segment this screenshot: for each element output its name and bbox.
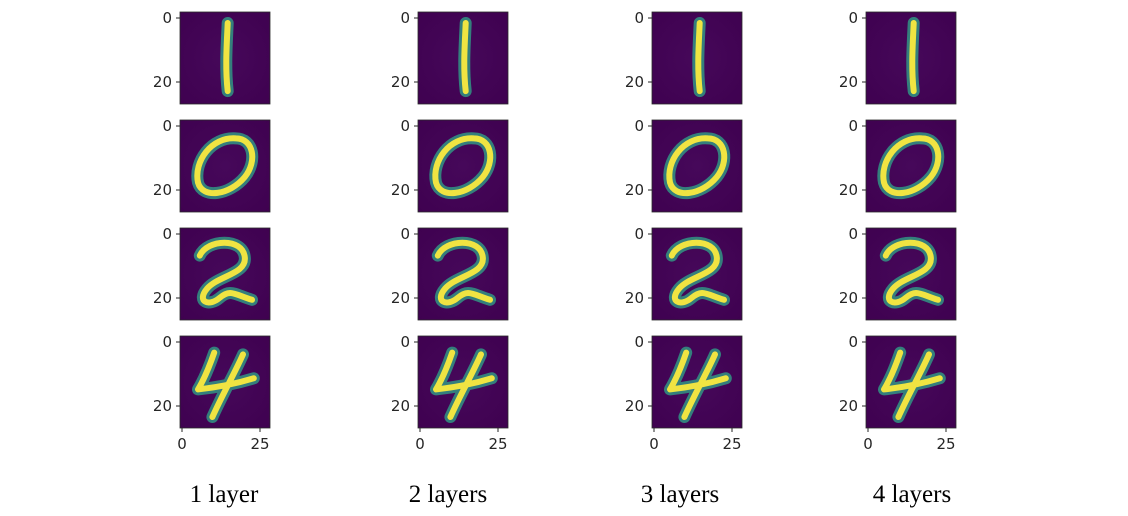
digit-0 xyxy=(432,135,494,197)
digit-4 xyxy=(881,349,943,420)
panel-1-col4: 0 20 xyxy=(839,9,957,105)
panel-1-col1: 0 20 xyxy=(153,9,271,105)
digit-2 xyxy=(196,239,255,306)
y-tick-label: 20 xyxy=(153,181,172,199)
panel-1-col3: 0 20 xyxy=(625,9,743,105)
y-tick-label: 20 xyxy=(625,289,644,307)
y-tick-label: 0 xyxy=(848,333,858,351)
y-tick-label: 0 xyxy=(162,9,172,27)
y-tick-label: 0 xyxy=(400,117,410,135)
digit-1 xyxy=(909,20,917,95)
x-tick-label: 25 xyxy=(488,435,507,453)
panel-4-col3: 0 20 0 25 xyxy=(625,333,743,453)
y-tick-label: 20 xyxy=(839,181,858,199)
y-tick-label: 0 xyxy=(634,225,644,243)
y-tick-label: 0 xyxy=(634,333,644,351)
digit-4 xyxy=(195,349,257,420)
digit-2 xyxy=(668,239,727,306)
x-tick-label: 25 xyxy=(936,435,955,453)
y-tick-label: 0 xyxy=(400,9,410,27)
y-tick-label: 0 xyxy=(400,225,410,243)
caption-1-layer: 1 layer xyxy=(190,481,259,508)
y-tick-label: 0 xyxy=(634,117,644,135)
digit-0 xyxy=(194,135,256,197)
y-tick-label: 0 xyxy=(400,333,410,351)
digit-2 xyxy=(882,239,941,306)
y-tick-label: 0 xyxy=(634,9,644,27)
x-tick-label: 0 xyxy=(649,435,659,453)
digit-2 xyxy=(434,239,493,306)
panel-2-col3: 0 20 xyxy=(625,225,743,321)
caption-2-layers: 2 layers xyxy=(409,481,487,508)
panel-0-col4: 0 20 xyxy=(839,117,957,213)
y-tick-label: 0 xyxy=(848,225,858,243)
y-tick-label: 20 xyxy=(839,289,858,307)
x-tick-label: 25 xyxy=(722,435,741,453)
y-tick-label: 20 xyxy=(153,73,172,91)
panel-1-col2: 0 20 xyxy=(391,9,509,105)
y-tick-label: 0 xyxy=(162,333,172,351)
y-tick-label: 0 xyxy=(848,9,858,27)
digit-1 xyxy=(695,20,703,95)
panel-2-col4: 0 20 xyxy=(839,225,957,321)
digit-4 xyxy=(667,349,729,420)
y-tick-label: 0 xyxy=(162,225,172,243)
y-tick-label: 0 xyxy=(848,117,858,135)
y-tick-label: 20 xyxy=(391,73,410,91)
panel-4-col2: 0 20 0 25 xyxy=(391,333,509,453)
digit-1 xyxy=(223,20,231,95)
y-tick-label: 20 xyxy=(625,73,644,91)
panel-0-col1: 0 20 xyxy=(153,117,271,213)
y-tick-label: 20 xyxy=(391,397,410,415)
caption-4-layers: 4 layers xyxy=(873,481,951,508)
y-tick-label: 20 xyxy=(153,397,172,415)
x-tick-label: 0 xyxy=(863,435,873,453)
y-tick-label: 20 xyxy=(625,181,644,199)
y-tick-label: 20 xyxy=(391,289,410,307)
digit-1 xyxy=(461,20,469,95)
y-tick-label: 0 xyxy=(162,117,172,135)
y-tick-label: 20 xyxy=(839,73,858,91)
y-tick-label: 20 xyxy=(153,289,172,307)
panel-2-col2: 0 20 xyxy=(391,225,509,321)
y-tick-label: 20 xyxy=(839,397,858,415)
x-tick-label: 0 xyxy=(177,435,187,453)
panel-0-col2: 0 20 xyxy=(391,117,509,213)
y-tick-label: 20 xyxy=(625,397,644,415)
digit-0 xyxy=(880,135,942,197)
panel-4-col1: 0 20 0 25 xyxy=(153,333,271,453)
x-tick-label: 0 xyxy=(415,435,425,453)
digit-0 xyxy=(666,135,728,197)
panel-4-col4: 0 20 0 25 xyxy=(839,333,957,453)
digit-4 xyxy=(433,349,495,420)
x-tick-label: 25 xyxy=(250,435,269,453)
panel-0-col3: 0 20 xyxy=(625,117,743,213)
caption-3-layers: 3 layers xyxy=(641,481,719,508)
y-tick-label: 20 xyxy=(391,181,410,199)
panel-2-col1: 0 20 xyxy=(153,225,271,321)
